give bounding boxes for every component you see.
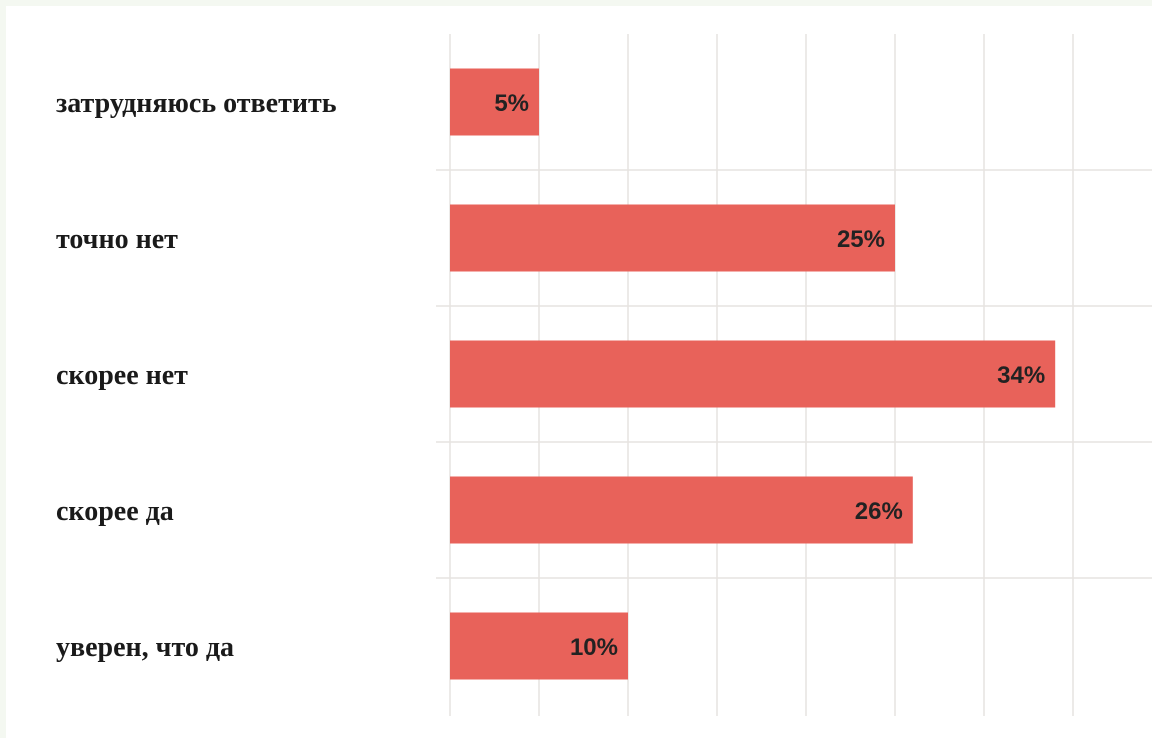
category-label: затрудняюсь ответить	[56, 88, 337, 119]
value-label: 26%	[855, 498, 903, 525]
bars	[450, 68, 1056, 680]
bar	[450, 340, 1056, 408]
category-label: скорее да	[56, 496, 174, 527]
value-label: 10%	[570, 634, 618, 661]
bar	[450, 612, 628, 680]
bar	[450, 476, 913, 544]
category-label: уверен, что да	[56, 632, 234, 663]
category-labels: затрудняюсь ответить точно нет скорее нет с…	[56, 88, 337, 663]
bar-chart: затрудняюсь ответить точно нет скорее нет с…	[56, 34, 1152, 716]
category-label: скорее нет	[56, 360, 188, 391]
bar	[450, 68, 539, 136]
chart-panel: затрудняюсь ответить точно нет скорее нет с…	[6, 6, 1152, 738]
category-label: точно нет	[56, 224, 178, 255]
value-label: 25%	[837, 226, 885, 253]
value-labels: 5% 25% 34% 26% 10%	[494, 90, 1045, 661]
value-label: 34%	[997, 362, 1045, 389]
bar	[450, 204, 895, 272]
value-label: 5%	[494, 90, 529, 117]
